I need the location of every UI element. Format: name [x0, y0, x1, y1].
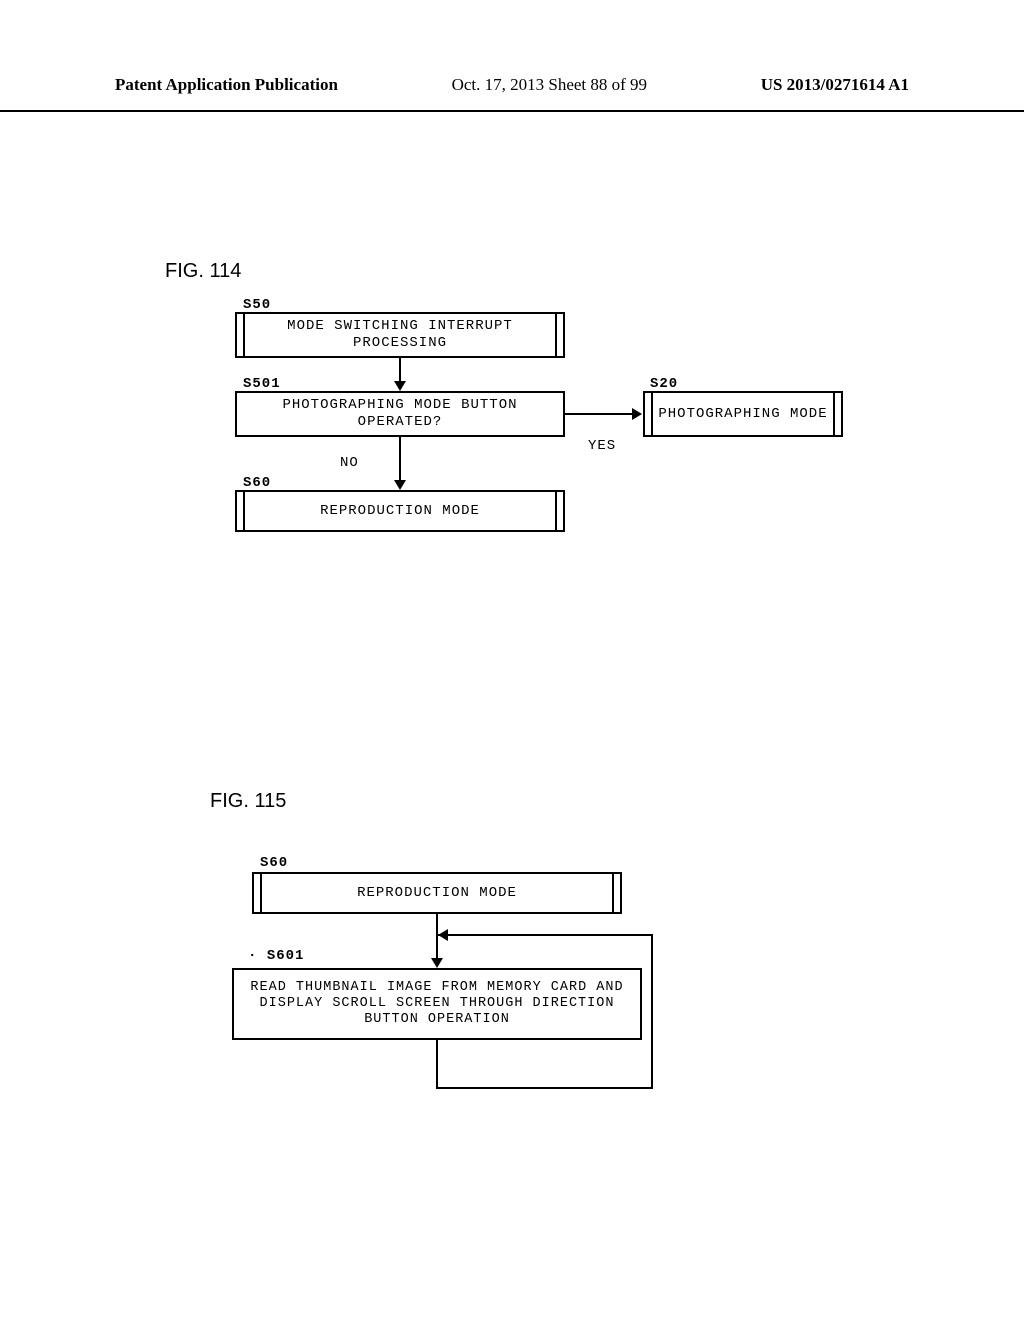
fig115-loop-arrowhead [438, 929, 448, 941]
fig115-loop-v [651, 934, 653, 1089]
fig114-s60-box: REPRODUCTION MODE [235, 490, 565, 532]
fig114-arrowhead-no [394, 480, 406, 490]
fig114-arrow-s50-s501 [399, 358, 401, 383]
fig114-label: FIG. 114 [165, 260, 241, 283]
header-center: Oct. 17, 2013 Sheet 88 of 99 [452, 75, 647, 95]
fig114-s50-id: S50 [243, 297, 271, 313]
fig114-s50-box: MODE SWITCHING INTERRUPT PROCESSING [235, 312, 565, 358]
fig114-arrow-yes-h [565, 413, 635, 415]
header-right: US 2013/0271614 A1 [761, 75, 909, 95]
fig115-label: FIG. 115 [210, 790, 286, 813]
fig115-s601-id: · S601 [248, 948, 304, 964]
fig114-s20-id: S20 [650, 376, 678, 392]
fig115-arrow-s601-out [436, 1040, 438, 1089]
fig115-s601-id-text: S601 [267, 948, 305, 964]
fig114-arrow-no-v [399, 437, 401, 482]
fig114-arrowhead-s50-s501 [394, 381, 406, 391]
fig115-arrowhead-s60-s601 [431, 958, 443, 968]
fig114-arrowhead-yes [632, 408, 642, 420]
fig115-s60-id: S60 [260, 855, 288, 871]
fig114-no-label: NO [340, 455, 359, 471]
fig114-s501-box: PHOTOGRAPHING MODE BUTTON OPERATED? [235, 391, 565, 437]
fig115-s60-box: REPRODUCTION MODE [252, 872, 622, 914]
fig114-yes-label: YES [588, 438, 616, 454]
fig114-s60-id: S60 [243, 475, 271, 491]
page-header: Patent Application Publication Oct. 17, … [0, 0, 1024, 112]
fig115-loop-h-top [438, 934, 653, 936]
fig115-loop-h-bottom [436, 1087, 653, 1089]
fig114-s501-id: S501 [243, 376, 281, 392]
fig115-s601-box: READ THUMBNAIL IMAGE FROM MEMORY CARD AN… [232, 968, 642, 1040]
header-left: Patent Application Publication [115, 75, 338, 95]
fig114-s20-box: PHOTOGRAPHING MODE [643, 391, 843, 437]
